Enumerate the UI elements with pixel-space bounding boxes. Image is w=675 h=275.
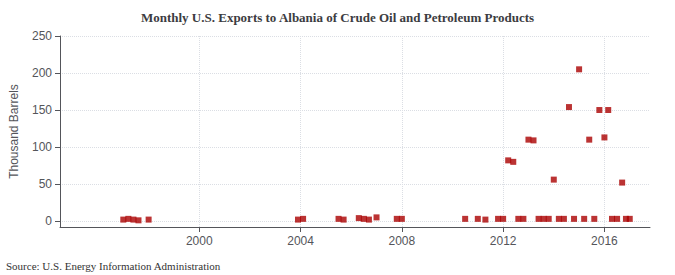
svg-text:250: 250 [32,29,52,43]
svg-text:50: 50 [39,177,53,191]
svg-text:2016: 2016 [591,234,618,248]
svg-text:Monthly U.S. Exports to Albani: Monthly U.S. Exports to Albania of Crude… [141,10,534,25]
svg-text:Source: U.S. Energy Informatio: Source: U.S. Energy Information Administ… [6,260,221,272]
svg-text:2000: 2000 [186,234,213,248]
svg-text:2012: 2012 [490,234,517,248]
svg-text:Thousand Barrels: Thousand Barrels [7,84,21,179]
svg-text:2004: 2004 [287,234,314,248]
svg-text:200: 200 [32,66,52,80]
svg-text:150: 150 [32,103,52,117]
svg-text:100: 100 [32,140,52,154]
svg-text:0: 0 [45,214,52,228]
svg-text:2008: 2008 [388,234,415,248]
